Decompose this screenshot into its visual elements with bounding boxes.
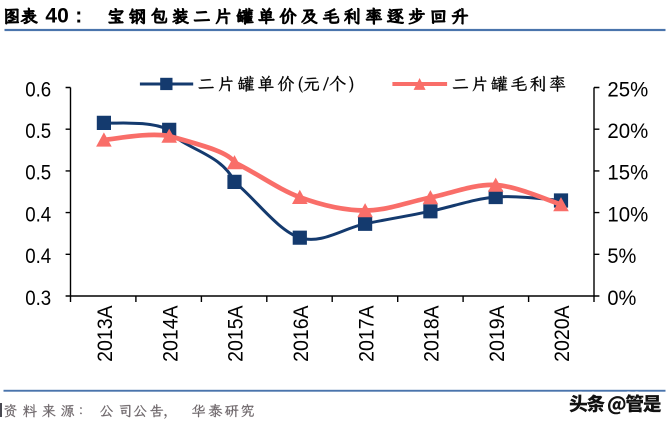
svg-text:2013A: 2013A bbox=[94, 305, 117, 362]
svg-text:40: 40 bbox=[45, 4, 68, 27]
svg-text:15%: 15% bbox=[607, 162, 648, 185]
svg-text:20%: 20% bbox=[607, 120, 648, 143]
svg-text:2018A: 2018A bbox=[421, 305, 444, 362]
svg-text:0.3: 0.3 bbox=[25, 287, 51, 310]
svg-text:2015A: 2015A bbox=[225, 305, 248, 362]
svg-text::: : bbox=[75, 4, 82, 27]
svg-text:0.4: 0.4 bbox=[25, 245, 51, 268]
svg-text:0%: 0% bbox=[607, 287, 636, 310]
svg-text:2014A: 2014A bbox=[159, 305, 182, 362]
svg-text:2019A: 2019A bbox=[486, 305, 509, 362]
svg-text:0.5: 0.5 bbox=[25, 162, 51, 185]
svg-text:2016A: 2016A bbox=[290, 305, 313, 362]
svg-text:10%: 10% bbox=[607, 203, 648, 226]
svg-text:2020A: 2020A bbox=[551, 305, 574, 362]
svg-text:5%: 5% bbox=[607, 245, 636, 268]
svg-text:25%: 25% bbox=[607, 78, 648, 101]
svg-text:0.4: 0.4 bbox=[25, 203, 51, 226]
svg-text:2017A: 2017A bbox=[355, 305, 378, 362]
svg-text:0.5: 0.5 bbox=[25, 120, 51, 143]
svg-text:0.6: 0.6 bbox=[25, 78, 51, 101]
